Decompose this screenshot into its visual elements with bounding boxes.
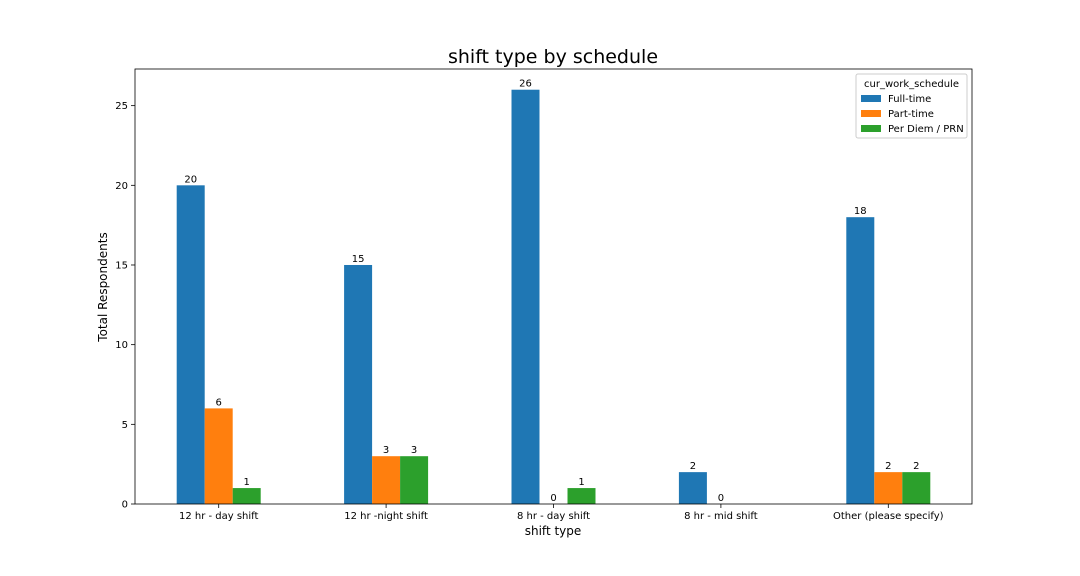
data-label-0-1: 15 (352, 254, 365, 265)
data-label-0-4: 18 (854, 206, 867, 217)
legend-box (855, 73, 968, 139)
legend-label-0: Full-time (888, 94, 931, 105)
legend-swatch-1 (861, 110, 881, 117)
y-tick-label-15: 15 (115, 260, 128, 271)
bar-0-4 (846, 217, 875, 504)
chart-title: shift type by schedule (448, 46, 658, 68)
data-label-2-2: 1 (578, 477, 584, 488)
data-label-1-3: 0 (718, 493, 724, 504)
data-label-0-0: 20 (184, 174, 197, 185)
x-tick-label-4: Other (please specify) (833, 511, 944, 522)
legend-label-1: Part-time (888, 109, 934, 120)
data-label-0-3: 2 (690, 461, 696, 472)
bar-1-4 (874, 472, 903, 504)
bar-0-0 (176, 185, 205, 505)
bar-2-1 (400, 456, 429, 504)
bar-0-2 (511, 89, 540, 504)
bar-0-3 (678, 472, 707, 504)
legend-swatch-0 (861, 95, 881, 102)
bar-1-1 (372, 456, 401, 504)
x-tick-label-0: 12 hr - day shift (179, 511, 259, 522)
y-tick-label-25: 25 (115, 101, 128, 112)
data-label-1-2: 0 (550, 493, 556, 504)
y-tick-label-10: 10 (115, 340, 128, 351)
bar-0-1 (344, 264, 373, 504)
bar-1-0 (204, 408, 233, 504)
legend-swatch-2 (861, 125, 881, 132)
data-label-1-1: 3 (383, 445, 389, 456)
legend: cur_work_schedule Full-time Part-time Per D… (855, 73, 968, 139)
x-tick-label-3: 8 hr - mid shift (684, 511, 758, 522)
data-label-2-4: 2 (913, 461, 919, 472)
bar-2-4 (902, 472, 931, 504)
data-label-1-4: 2 (885, 461, 891, 472)
bar-2-0 (232, 488, 261, 504)
data-label-0-2: 26 (519, 79, 532, 90)
y-tick-label-0: 0 (122, 500, 128, 511)
y-tick-label-20: 20 (115, 181, 128, 192)
data-label-2-0: 1 (244, 477, 250, 488)
data-label-2-1: 3 (411, 445, 417, 456)
legend-title: cur_work_schedule (864, 79, 959, 90)
bar-2-2 (567, 488, 596, 504)
data-label-1-0: 6 (216, 397, 222, 408)
y-axis-label: Total Respondents (96, 232, 110, 342)
x-axis-label: shift type (525, 524, 582, 538)
legend-label-2: Per Diem / PRN (888, 124, 964, 135)
x-tick-label-1: 12 hr -night shift (344, 511, 428, 522)
y-tick-label-5: 5 (122, 420, 128, 431)
x-tick-label-2: 8 hr - day shift (517, 511, 590, 522)
